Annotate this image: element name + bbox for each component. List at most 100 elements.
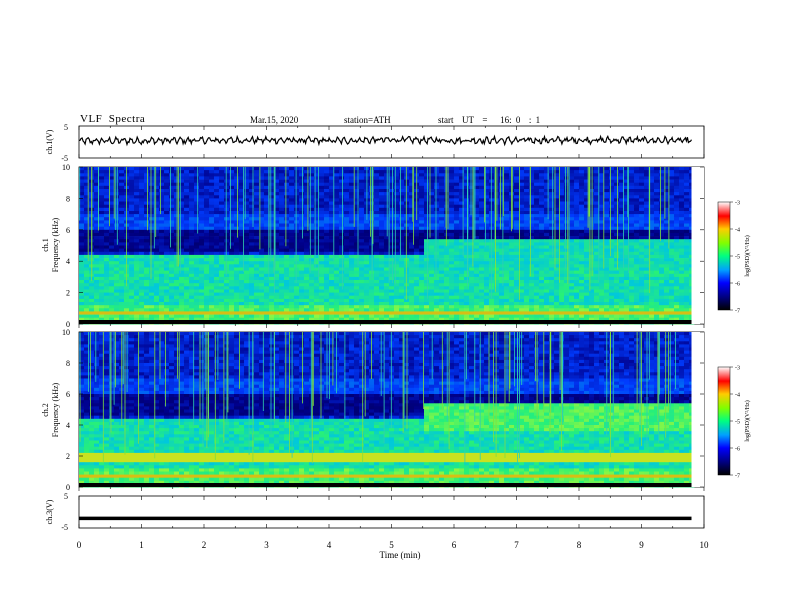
spectrogram-cell: [374, 270, 380, 275]
spectrogram-cell: [614, 251, 620, 256]
spectrogram-cell: [314, 280, 320, 284]
spectrogram-cell: [174, 286, 180, 290]
spectrogram-cell: [384, 273, 390, 278]
spectrogram-cell: [209, 204, 215, 209]
spectrogram-cell: [79, 198, 85, 202]
spectrogram-cell: [659, 236, 665, 240]
spectrogram-cell: [459, 198, 465, 202]
spectrogram-cell: [104, 286, 110, 290]
spectrogram-cell: [654, 283, 660, 287]
spectrogram-cell: [604, 185, 610, 190]
spectrogram-cell: [219, 229, 225, 234]
spectrogram-cell: [519, 248, 525, 253]
spectrogram-cell: [254, 254, 260, 259]
spectrogram-cell: [514, 261, 520, 265]
spectrogram-cell: [594, 182, 600, 187]
spectrogram-cell: [479, 223, 485, 227]
spectrogram-cell: [359, 223, 365, 227]
spectrogram-cell: [434, 258, 440, 262]
spectrogram-cell: [469, 236, 475, 240]
spectrogram-cell: [334, 264, 340, 268]
spectrogram-cell: [659, 207, 665, 212]
spectrogram-cell: [359, 242, 365, 246]
spectrogram-cell: [154, 179, 160, 184]
spectrogram-cell: [344, 189, 350, 193]
spectrogram-cell: [114, 220, 120, 224]
spectrogram-cell: [654, 254, 660, 259]
spectrogram-cell: [164, 195, 170, 199]
spectrogram-cell: [224, 239, 230, 243]
spectrogram-cell: [664, 201, 670, 205]
spectrogram-cell: [324, 251, 330, 256]
spectrogram-cell: [414, 289, 420, 293]
spectrogram-cell: [484, 251, 490, 256]
spectrogram-cell: [454, 232, 460, 237]
spectrogram-cell: [639, 223, 645, 227]
spectrogram-cell: [199, 248, 205, 253]
spectrogram-cell: [139, 289, 145, 293]
spectrogram-cell: [394, 217, 400, 221]
spectrogram-cell: [634, 217, 640, 221]
spectrogram-cell: [99, 192, 105, 196]
spectrogram-cell: [504, 217, 510, 221]
spectrogram-cell: [644, 242, 650, 246]
figure-title: VLF Spectra: [80, 113, 146, 125]
spectrogram-cell: [669, 192, 675, 196]
spectrogram-cell: [564, 176, 570, 180]
spectrogram-cell: [154, 167, 160, 171]
spectrogram-cell: [319, 245, 325, 249]
spectrogram-cell: [529, 273, 535, 278]
spectrogram-cell: [239, 226, 245, 231]
spectrogram-cell: [199, 189, 205, 193]
spectrogram-cell: [624, 198, 630, 202]
spectrogram-cell: [629, 198, 635, 202]
spectrogram-cell: [654, 192, 660, 196]
spectrogram-cell: [654, 286, 660, 290]
spectrogram-cell: [304, 179, 310, 184]
spectrogram-cell: [539, 280, 545, 284]
spectrogram-cell: [144, 211, 150, 215]
spectrogram-cell: [159, 270, 165, 275]
spectrogram-cell: [484, 254, 490, 259]
spectrogram-cell: [79, 248, 85, 253]
spectrogram-cell: [359, 198, 365, 202]
spectrogram-cell: [344, 273, 350, 278]
spectrogram-cell: [429, 204, 435, 209]
spectrogram-cell: [539, 201, 545, 205]
spectrogram-cell: [129, 189, 135, 193]
spectrogram-cell: [634, 226, 640, 231]
spectrogram-cell: [444, 280, 450, 284]
spectrogram-cell: [514, 242, 520, 246]
spectrogram-cell: [504, 248, 510, 253]
spectrogram-cell: [609, 280, 615, 284]
spectrogram-cell: [579, 283, 585, 287]
spectrogram-cell: [399, 254, 405, 259]
spectrogram-cell: [94, 170, 100, 174]
spectrogram-cell: [679, 248, 685, 253]
spectrogram-cell: [439, 220, 445, 224]
spectrogram-cell: [624, 176, 630, 180]
spectrogram-cell: [244, 236, 250, 240]
spectrogram-cell: [234, 254, 240, 259]
spectrogram-cell: [184, 195, 190, 199]
spectrogram-cell: [149, 192, 155, 196]
spectrogram-cell: [159, 248, 165, 253]
spectrogram-cell: [499, 264, 505, 268]
spectrogram-cell: [439, 198, 445, 202]
spectrogram-cell: [134, 283, 140, 287]
spectrogram-cell: [314, 220, 320, 224]
spectrogram-cell: [389, 211, 395, 215]
spectrogram-cell: [149, 273, 155, 278]
spectrogram-cell: [524, 192, 530, 196]
spectrogram-cell: [309, 248, 315, 253]
spectrogram-cell: [319, 170, 325, 174]
spectrogram-cell: [594, 185, 600, 190]
spectrogram-cell: [184, 204, 190, 209]
spectrogram-cell: [609, 189, 615, 193]
spectrogram-cell: [319, 179, 325, 184]
spectrogram-cell: [474, 173, 480, 177]
spectrogram-cell: [184, 254, 190, 259]
spectrogram-cell: [419, 239, 425, 243]
spectrogram-cell: [399, 201, 405, 205]
spectrogram-cell: [339, 248, 345, 253]
